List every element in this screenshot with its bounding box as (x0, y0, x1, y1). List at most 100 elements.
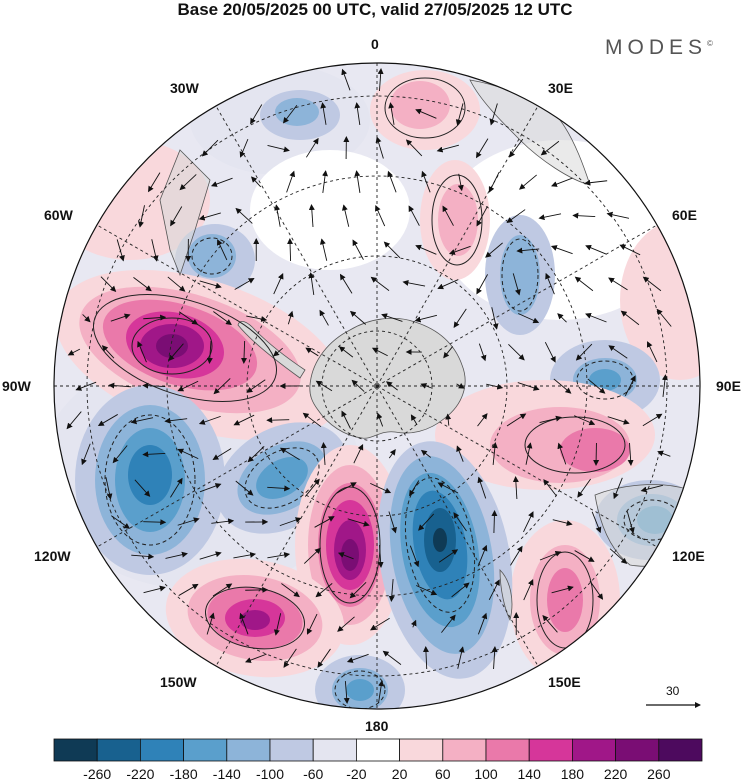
wind-arrow (591, 511, 602, 534)
wind-arrow (143, 519, 167, 526)
wind-arrow (267, 552, 291, 559)
wind-arrow (286, 170, 296, 193)
wind-arrow (165, 551, 188, 559)
wind-arrow (143, 314, 167, 321)
wind-arrow (198, 212, 221, 221)
wind-arrow (410, 619, 417, 628)
wind-arrow (343, 680, 350, 704)
wind-arrow (267, 485, 291, 492)
wind-arrow (512, 273, 521, 296)
wind-arrow (436, 144, 459, 153)
wind-arrow (239, 612, 249, 635)
wind-arrow (142, 451, 166, 458)
wind-arrow (97, 414, 118, 427)
colorbar-tick-label: -60 (303, 766, 324, 782)
reference-vector-label: 30 (666, 684, 680, 698)
wind-arrow (199, 551, 222, 560)
wind-arrow (216, 239, 228, 261)
wind-arrow (320, 102, 327, 125)
wind-arrow (420, 449, 432, 458)
wind-arrow (349, 310, 367, 325)
wind-arrow (386, 381, 398, 391)
wind-arrow (211, 518, 235, 525)
wind-arrow (485, 242, 503, 258)
wind-arrow (130, 417, 154, 425)
wind-arrow (457, 646, 465, 669)
wind-arrow (247, 446, 265, 463)
wind-arrow (608, 345, 628, 359)
colorbar-swatch (399, 738, 444, 762)
wind-arrow (178, 583, 199, 596)
wind-arrow (66, 411, 82, 430)
wind-arrow (250, 176, 262, 188)
colorbar-tick-label: -180 (169, 766, 198, 782)
wind-arrow (455, 103, 464, 126)
wind-arrow (422, 646, 429, 670)
colorbar-swatch (53, 738, 98, 762)
wind-arrow (387, 170, 397, 193)
wind-arrow (287, 238, 294, 262)
lon-label-30e: 30E (548, 80, 573, 96)
wind-arrow (512, 476, 519, 500)
wind-arrow (178, 311, 199, 325)
wind-arrow (553, 378, 572, 394)
colorbar-tick-label: -260 (83, 766, 112, 782)
colorbar-swatch (658, 738, 703, 762)
wind-arrow (341, 204, 350, 227)
wind-arrow (354, 170, 361, 193)
wind-arrow (508, 343, 525, 361)
wind-arrow (143, 585, 166, 594)
wind-arrow (451, 582, 470, 598)
wind-arrow (402, 279, 426, 287)
wind-arrow (608, 277, 628, 291)
wind-arrow (352, 239, 364, 260)
wind-arrow (199, 483, 222, 493)
wind-arrow (378, 680, 385, 703)
wind-arrow (245, 586, 269, 593)
colorbar-swatch (485, 738, 530, 762)
wind-arrow (381, 313, 403, 322)
wind-arrow (338, 346, 354, 358)
wind-arrow (81, 443, 91, 466)
wind-arrow (491, 442, 498, 465)
wind-arrow (443, 346, 454, 359)
wind-arrow (542, 614, 558, 633)
wind-arrow (408, 205, 420, 226)
wind-arrow (607, 416, 630, 425)
lon-label-60w: 60W (44, 207, 73, 223)
colorbar-swatch (572, 738, 617, 762)
wind-arrow (620, 310, 640, 326)
wind-arrow (456, 383, 465, 389)
wind-arrow (75, 381, 97, 391)
wind-arrow (371, 347, 388, 357)
wind-arrow (377, 68, 384, 92)
wind-arrow (370, 617, 390, 631)
wind-arrow (415, 244, 437, 255)
wind-arrow (491, 307, 499, 330)
wind-arrow (246, 315, 268, 322)
wind-arrow (315, 583, 333, 598)
colorbar-tick-label: 20 (391, 766, 408, 782)
wind-arrow (415, 108, 437, 119)
graticule (54, 63, 700, 709)
lon-label-90w: 90W (2, 378, 31, 394)
wind-arrow (539, 415, 562, 424)
lon-label-30w: 30W (170, 80, 199, 96)
wind-arrow (105, 477, 113, 500)
wind-arrow (584, 179, 608, 186)
wind-arrow (574, 550, 595, 562)
lon-label-150e: 150E (548, 674, 581, 690)
wind-arrow (241, 340, 248, 364)
wind-arrow (303, 547, 321, 564)
wind-arrow (438, 549, 459, 563)
lon-label-150w: 150W (160, 674, 197, 690)
colorbar-swatch (442, 738, 487, 762)
wind-arrow (177, 517, 200, 526)
wind-arrow (506, 413, 527, 427)
wind-arrow (587, 378, 606, 394)
wind-arrow (557, 313, 567, 323)
wind-arrow (281, 583, 300, 598)
wind-arrow (246, 379, 266, 393)
wind-arrow (164, 417, 188, 424)
wind-arrow (478, 343, 487, 362)
